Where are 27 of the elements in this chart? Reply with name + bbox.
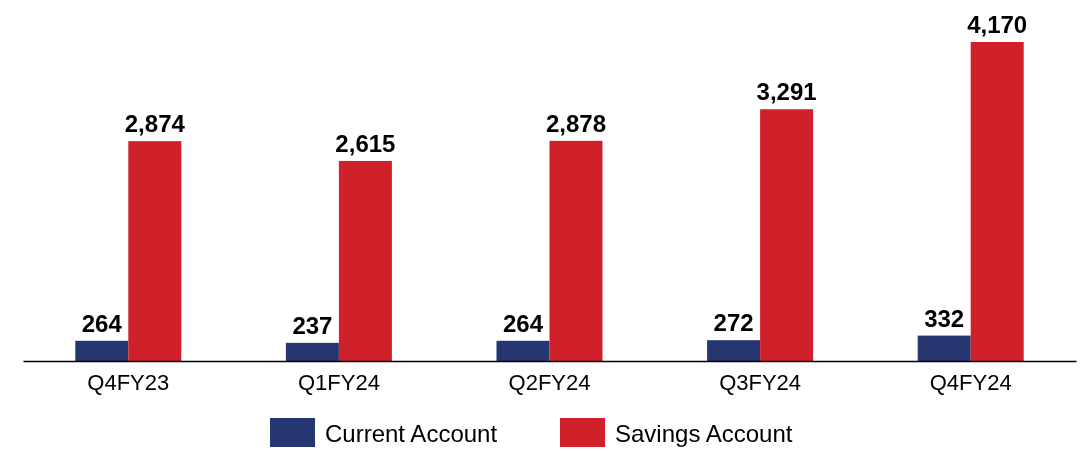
x-tick-label: Q4FY23 xyxy=(87,370,170,396)
data-label: 264 xyxy=(81,309,123,337)
bar xyxy=(707,340,761,361)
legend-label: Savings Account xyxy=(615,420,793,447)
x-tick-label: Q1FY24 xyxy=(297,370,380,396)
bar xyxy=(760,109,814,361)
bar xyxy=(75,340,129,361)
bar xyxy=(128,141,182,361)
bar xyxy=(549,140,603,361)
data-label: 272 xyxy=(713,309,754,337)
data-label: 264 xyxy=(502,309,544,337)
bar xyxy=(285,342,339,361)
bar xyxy=(338,160,392,361)
data-label: 2,874 xyxy=(124,110,186,138)
data-label: 2,615 xyxy=(335,129,396,157)
bar xyxy=(917,335,971,361)
x-tick-label: Q2FY24 xyxy=(508,370,591,396)
data-label: 237 xyxy=(292,311,333,339)
bar xyxy=(970,42,1024,361)
legend-label: Current Account xyxy=(325,420,498,447)
data-label: 2,878 xyxy=(545,109,607,137)
x-tick-label: Q3FY24 xyxy=(719,370,802,396)
data-label: 4,170 xyxy=(967,11,1028,38)
x-tick-label: Q4FY24 xyxy=(929,370,1012,396)
bar xyxy=(496,340,550,361)
data-label: 3,291 xyxy=(756,78,817,106)
data-label: 332 xyxy=(924,304,965,332)
